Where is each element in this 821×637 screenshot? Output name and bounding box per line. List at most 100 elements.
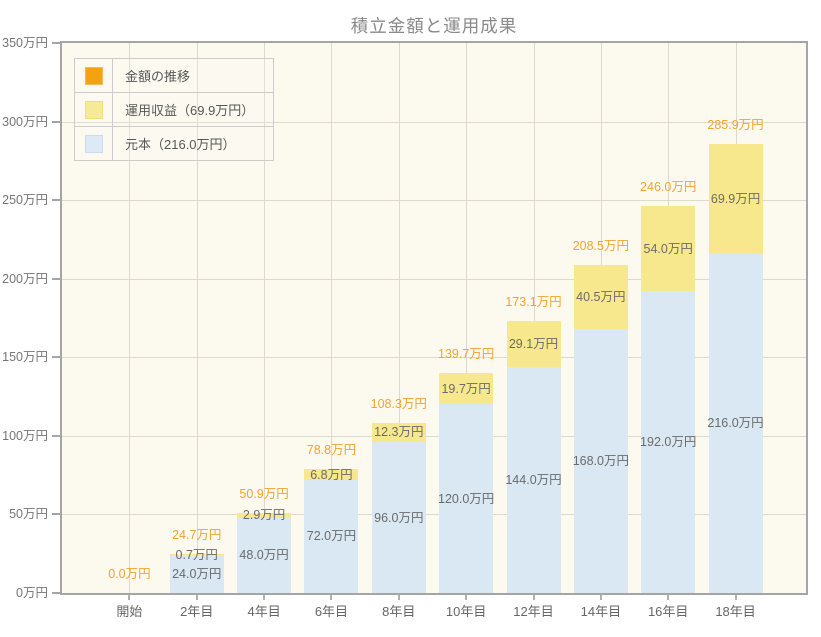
x-axis-tick bbox=[667, 595, 670, 600]
yield-value-label: 29.1万円 bbox=[508, 336, 559, 351]
legend-label: 元本（216.0万円） bbox=[125, 137, 236, 152]
bar-segment-principal bbox=[439, 404, 494, 593]
amount-transition-swatch bbox=[84, 66, 103, 85]
principal-value-label: 168.0万円 bbox=[572, 454, 629, 468]
y-axis-tick bbox=[52, 120, 60, 123]
x-axis-tick bbox=[195, 595, 198, 600]
legend-row: 金額の推移 bbox=[75, 59, 273, 93]
bar-group bbox=[641, 206, 696, 593]
h-gridline bbox=[62, 357, 806, 359]
total-value-label: 246.0万円 bbox=[640, 180, 697, 195]
y-tick-label: 350万円 bbox=[2, 36, 48, 50]
bar-segment-yield bbox=[573, 265, 628, 329]
y-tick-label: 200万円 bbox=[2, 271, 48, 286]
y-axis-tick bbox=[52, 513, 60, 516]
principal-swatch bbox=[84, 134, 103, 153]
total-value-label: 78.8万円 bbox=[306, 443, 357, 458]
bar-segment-principal bbox=[371, 442, 426, 593]
total-value-label: 208.5万円 bbox=[572, 239, 629, 254]
legend-label: 運用収益（69.9万円） bbox=[125, 103, 255, 118]
bar-segment-yield bbox=[506, 321, 561, 367]
x-tick-label: 18年目 bbox=[715, 604, 756, 619]
yield-value-label: 19.7万円 bbox=[441, 381, 491, 396]
x-tick-label: 開始 bbox=[116, 604, 143, 619]
bar-segment-principal bbox=[169, 555, 224, 593]
v-gridline bbox=[196, 43, 198, 593]
principal-value-label: 192.0万円 bbox=[640, 435, 697, 450]
bar-segment-yield bbox=[371, 422, 426, 443]
bar-segment-principal bbox=[506, 366, 561, 593]
total-value-label: 50.9万円 bbox=[239, 487, 289, 502]
h-gridline bbox=[62, 514, 806, 516]
x-axis-tick bbox=[465, 595, 468, 600]
bar-segment-principal bbox=[237, 517, 292, 593]
x-axis-tick bbox=[330, 595, 333, 600]
h-gridline bbox=[62, 278, 806, 280]
bar-segment-principal bbox=[708, 253, 763, 593]
legend-row: 元本（216.0万円） bbox=[75, 127, 273, 160]
bar-group bbox=[439, 373, 494, 593]
y-axis-tick bbox=[52, 42, 60, 44]
principal-value-label: 72.0万円 bbox=[306, 529, 357, 544]
principal-value-label: 216.0万円 bbox=[707, 416, 764, 431]
legend-swatch-cell bbox=[75, 127, 113, 160]
x-tick-label: 6年目 bbox=[314, 604, 349, 619]
bar-group bbox=[506, 321, 561, 593]
legend: 金額の推移運用収益（69.9万円） 元本（216.0万円） bbox=[74, 58, 274, 161]
bar-segment-yield bbox=[237, 513, 292, 518]
x-axis-tick bbox=[128, 595, 131, 600]
x-tick-label: 14年目 bbox=[580, 604, 622, 619]
v-gridline bbox=[398, 43, 400, 593]
chart-title: 積立金額と運用成果 bbox=[350, 16, 518, 36]
h-gridline bbox=[62, 435, 806, 437]
x-tick-label: 16年目 bbox=[647, 604, 689, 619]
y-tick-label: 100万円 bbox=[2, 428, 48, 443]
bar-segment-yield bbox=[169, 554, 224, 556]
bar-segment-yield bbox=[641, 206, 696, 292]
y-tick-label: 150万円 bbox=[2, 350, 48, 365]
y-axis-tick bbox=[52, 434, 60, 437]
v-gridline bbox=[466, 43, 468, 593]
v-gridline bbox=[129, 43, 131, 593]
x-tick-label: 2年目 bbox=[180, 604, 214, 619]
principal-value-label: 24.0万円 bbox=[172, 567, 222, 582]
total-value-label: 24.7万円 bbox=[172, 528, 222, 543]
principal-value-label: 96.0万円 bbox=[374, 510, 424, 525]
x-tick-label: 4年目 bbox=[247, 604, 281, 619]
legend-row: 運用収益（69.9万円） bbox=[75, 93, 273, 127]
bar-segment-principal bbox=[573, 329, 628, 593]
bar-group bbox=[708, 143, 763, 593]
bar-group bbox=[169, 554, 224, 593]
x-axis-tick bbox=[397, 595, 400, 600]
plot-area: 金額の推移運用収益（69.9万円） 元本（216.0万円） 0.0万円 24.0万円… bbox=[60, 41, 808, 595]
x-tick-label: 12年目 bbox=[513, 604, 554, 619]
h-gridline bbox=[62, 121, 806, 123]
total-value-label: 108.3万円 bbox=[370, 396, 427, 411]
yield-value-label: 6.8万円 bbox=[310, 467, 353, 482]
principal-value-label: 120.0万円 bbox=[438, 491, 495, 506]
x-axis-tick bbox=[599, 595, 602, 600]
v-gridline bbox=[264, 43, 266, 593]
x-axis-tick bbox=[734, 595, 737, 600]
v-gridline bbox=[533, 43, 535, 593]
y-axis-tick bbox=[52, 592, 60, 594]
total-value-label: 0.0万円 bbox=[108, 567, 151, 581]
bar-group bbox=[237, 513, 292, 593]
legend-swatch-cell bbox=[75, 93, 113, 126]
principal-value-label: 144.0万円 bbox=[505, 472, 562, 487]
y-axis-tick bbox=[52, 277, 60, 280]
y-axis-tick bbox=[52, 356, 60, 359]
y-tick-label: 250万円 bbox=[2, 193, 48, 208]
bar-segment-principal bbox=[641, 291, 696, 593]
yield-swatch bbox=[84, 100, 103, 119]
v-gridline bbox=[331, 43, 333, 593]
yield-value-label: 54.0万円 bbox=[643, 241, 693, 256]
x-axis-tick bbox=[532, 595, 535, 600]
principal-value-label: 48.0万円 bbox=[239, 548, 289, 563]
bar-group bbox=[371, 422, 426, 593]
total-value-label: 139.7万円 bbox=[438, 347, 495, 362]
yield-value-label: 0.7万円 bbox=[175, 547, 218, 562]
yield-value-label: 40.5万円 bbox=[576, 290, 626, 305]
y-tick-label: 300万円 bbox=[2, 114, 48, 129]
